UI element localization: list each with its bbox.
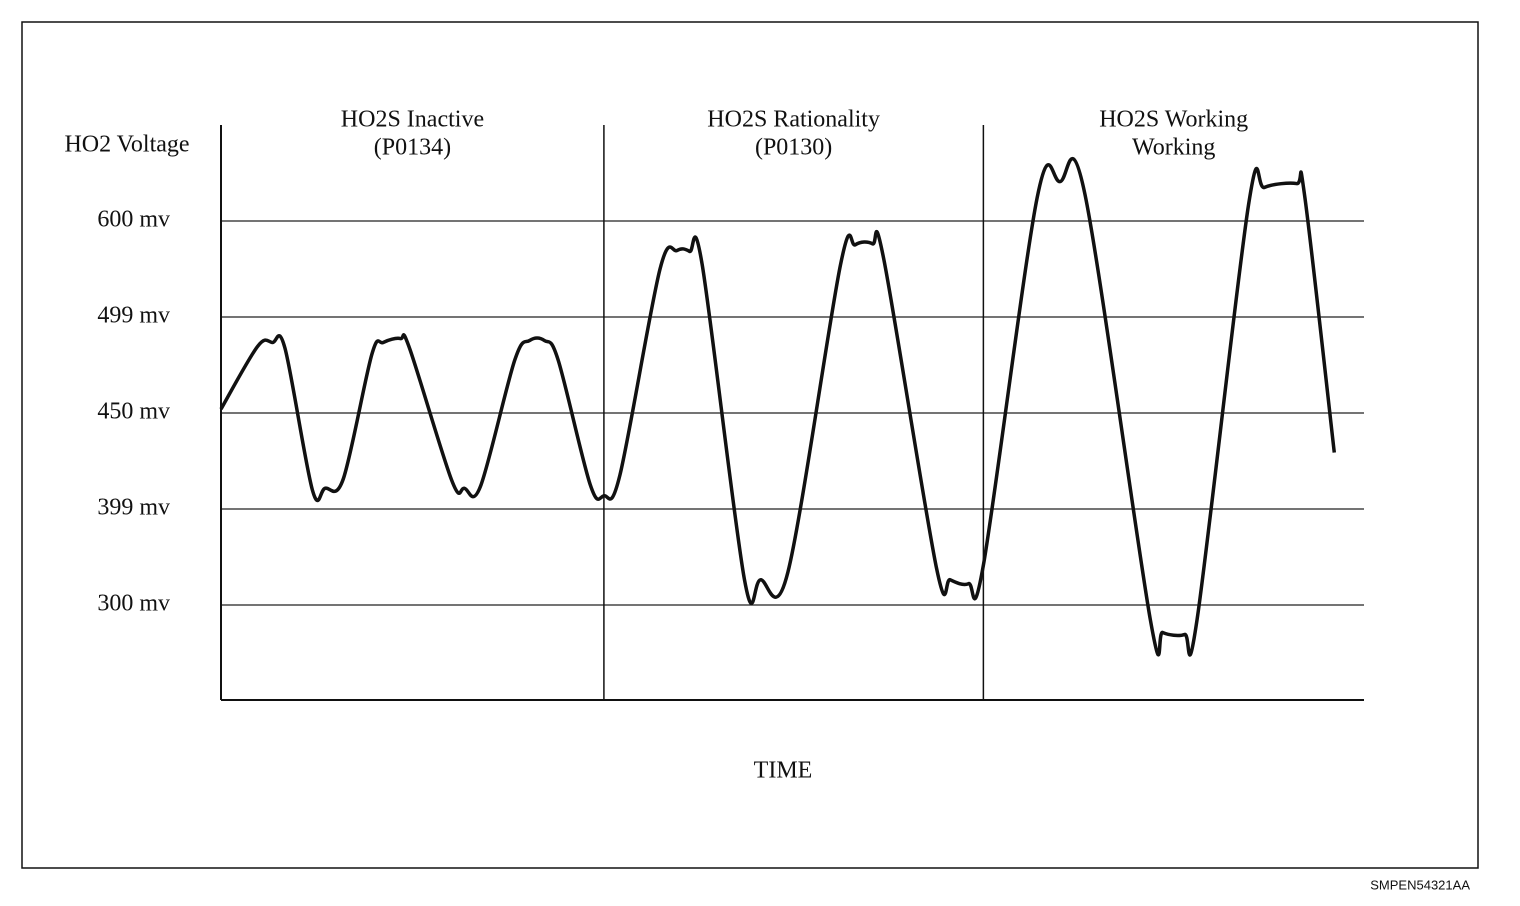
region-label: HO2S Inactive xyxy=(341,107,484,133)
region-label: (P0134) xyxy=(374,135,451,161)
region-label: HO2S Rationality xyxy=(707,107,880,133)
frame xyxy=(21,21,1479,869)
region-label: HO2S Working xyxy=(1099,107,1248,133)
voltage-line xyxy=(219,157,1337,657)
y-tick-label: 399 mv xyxy=(97,495,170,521)
x-axis-label: TIME xyxy=(754,758,813,784)
y-tick-label: 300 mv xyxy=(97,591,170,617)
region-label: Working xyxy=(1132,135,1215,161)
y-tick-label: 499 mv xyxy=(97,303,170,329)
region-label: (P0130) xyxy=(755,135,832,161)
y-tick-label: 450 mv xyxy=(97,399,170,425)
y-tick-label: 600 mv xyxy=(97,207,170,233)
y-axis-label: HO2 Voltage xyxy=(64,132,189,158)
figure-code: SMPEN54321AA xyxy=(1370,877,1470,892)
